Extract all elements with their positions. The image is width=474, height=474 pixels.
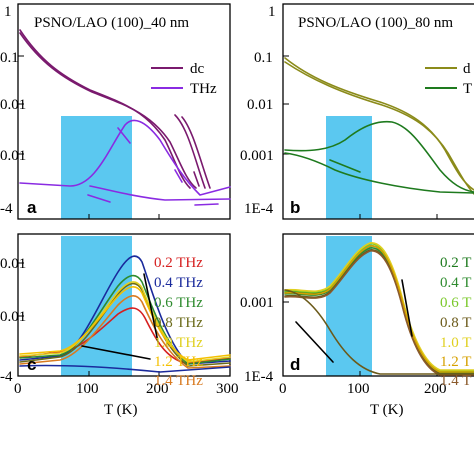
y-ticklabel: 0.001	[240, 148, 274, 164]
y-ticklabel: 0.001	[240, 295, 274, 311]
series-1.2t-curve	[284, 245, 474, 373]
panel-d: 0.001 1E-4 0 100 200 T (K) 0.2 T 0.4 T 0…	[240, 233, 474, 418]
series-thz-arrow	[117, 127, 131, 144]
legend-label: 0.4 T	[440, 275, 471, 291]
x-ticklabel: 200	[146, 381, 169, 397]
legend-label: 1.2 THz	[154, 354, 203, 370]
panel-b: PSNO/LAO (100)_80 nm 1 0.1 0.01 0.001 1E…	[240, 3, 474, 220]
panel-d-frame	[282, 233, 474, 377]
legend-thz-label: T	[463, 81, 472, 97]
legend-label: 0.2 T	[440, 255, 471, 271]
panel-letter-b: b	[290, 198, 300, 217]
x-ticklabel: 100	[347, 381, 370, 397]
panel-a-frame	[17, 3, 231, 220]
y-ticklabel: 0.01	[247, 97, 273, 113]
panel-a-title: PSNO/LAO (100)_40 nm	[34, 15, 189, 31]
x-ticklabel: 100	[76, 381, 99, 397]
series-thz-curve	[89, 185, 231, 201]
arrow-down	[81, 345, 151, 360]
series-1.2thz-curve	[19, 286, 231, 361]
arrow-down	[295, 321, 334, 363]
x-ticklabel: 0	[14, 381, 22, 397]
x-ticklabel: 0	[279, 381, 287, 397]
panel-c-frame	[17, 233, 231, 377]
panel-c: 0.01 0.01 -4 0 100 200 300 T (K) 0.2 THz…	[0, 233, 239, 418]
legend-thz-label: THz	[190, 81, 217, 97]
panel-letter-d: d	[290, 355, 300, 374]
arrow-up	[143, 273, 159, 343]
x-axis-label: T (K)	[104, 402, 137, 418]
panel-letter-c: c	[27, 355, 36, 374]
y-ticklabel: 0.01	[0, 148, 26, 164]
y-ticklabel: 1E-4	[244, 201, 274, 217]
legend-dc-label: d	[463, 61, 471, 77]
series-thz-curve	[19, 119, 231, 196]
legend-label: 1.4 T	[440, 373, 471, 389]
y-ticklabel: 0.01	[0, 256, 26, 272]
legend-label: 0.4 THz	[154, 275, 203, 291]
highlight-band-d	[326, 236, 372, 376]
legend-label: 1.0 THz	[154, 335, 203, 351]
series-thz-arrow	[87, 194, 111, 203]
y-ticklabel: 1	[268, 4, 276, 20]
series-thz-arrow	[174, 169, 183, 183]
y-ticklabel: 1	[4, 4, 12, 20]
y-ticklabel: 1E-4	[244, 369, 274, 385]
legend-label: 1.0 T	[440, 335, 471, 351]
y-ticklabel: -4	[0, 201, 13, 217]
arrow-up	[401, 279, 413, 337]
series-cooling-curve	[284, 289, 474, 375]
legend-label: 0.6 THz	[154, 295, 203, 311]
y-ticklabel: 0.1	[254, 50, 273, 66]
legend-dc-label: dc	[190, 61, 205, 77]
x-ticklabel: 200	[424, 381, 447, 397]
legend-label: 1.2 T	[440, 354, 471, 370]
legend-label: 0.8 THz	[154, 315, 203, 331]
legend-label: 0.6 T	[440, 295, 471, 311]
series-dc-curve	[284, 57, 474, 191]
series-dc-curve	[181, 116, 211, 189]
legend-label: 0.2 THz	[154, 255, 203, 271]
y-ticklabel: 0.01	[0, 309, 26, 325]
series-0.2thz-curve	[19, 307, 231, 364]
legend-label: 1.4 THz	[154, 373, 203, 389]
legend-label: 0.8 T	[440, 315, 471, 331]
series-dc-arrow	[193, 171, 200, 187]
series-1.0t-curve	[284, 242, 474, 371]
y-ticklabel: 0.1	[0, 50, 19, 66]
series-thz-curve	[284, 120, 474, 193]
series-dc-curve	[174, 114, 206, 189]
series-1.4thz-curve	[19, 295, 231, 369]
panel-b-title: PSNO/LAO (100)_80 nm	[298, 15, 453, 31]
x-ticklabel: 300	[216, 381, 239, 397]
series-1.4t-curve	[284, 250, 474, 376]
y-ticklabel: -4	[0, 369, 13, 385]
y-ticklabel: 0.01	[0, 97, 26, 113]
series-dc-curve	[284, 61, 474, 195]
panel-letter-a: a	[27, 198, 37, 217]
x-axis-label: T (K)	[370, 402, 403, 418]
series-thz-curve	[284, 152, 474, 194]
series-dc-curve	[19, 32, 197, 189]
series-0.4thz-curve	[19, 255, 231, 365]
panel-a: PSNO/LAO (100)_40 nm 1 0.1 0.01 0.01 -4 …	[0, 3, 231, 220]
series-cooling-curve	[19, 364, 231, 373]
series-thz-arrow	[194, 203, 219, 206]
panel-b-frame	[282, 3, 474, 220]
series-thz-arrow	[329, 159, 361, 173]
